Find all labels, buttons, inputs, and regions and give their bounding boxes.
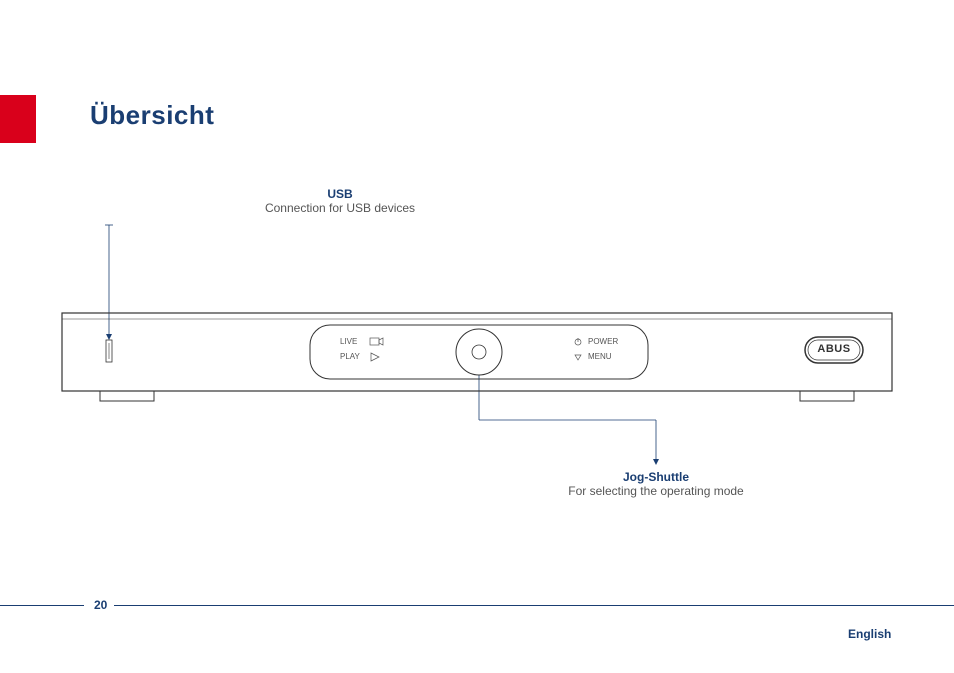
- panel-label-power: POWER: [588, 337, 618, 346]
- device-diagram: [0, 0, 954, 673]
- panel-label-play: PLAY: [340, 352, 360, 361]
- panel-label-menu: MENU: [588, 352, 612, 361]
- footer-rule-right: [114, 605, 954, 606]
- panel-label-live: LIVE: [340, 337, 357, 346]
- language-label: English: [848, 627, 891, 641]
- brand-logo: ABUS: [805, 343, 863, 355]
- footer-rule-left: [0, 605, 84, 606]
- page-number: 20: [94, 598, 107, 612]
